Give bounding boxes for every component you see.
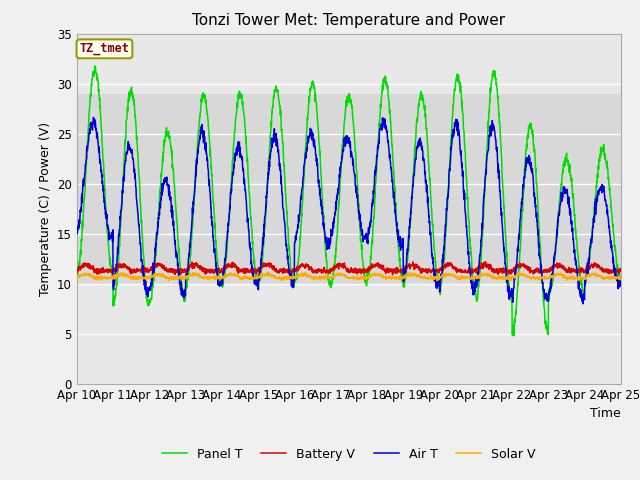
- Title: Tonzi Tower Met: Temperature and Power: Tonzi Tower Met: Temperature and Power: [192, 13, 506, 28]
- Panel T: [570, 193, 577, 199]
- Panel T: [73, 272, 81, 277]
- Panel T: [507, 294, 515, 300]
- Air T: [569, 234, 577, 240]
- Y-axis label: Temperature (C) / Power (V): Temperature (C) / Power (V): [38, 122, 51, 296]
- Solar V: [278, 278, 285, 284]
- Battery V: [570, 266, 577, 272]
- Air T: [507, 293, 515, 299]
- Solar V: [264, 269, 271, 275]
- Panel T: [376, 102, 384, 108]
- Battery V: [225, 263, 232, 268]
- Battery V: [388, 272, 396, 277]
- Air T: [376, 126, 384, 132]
- Air T: [90, 115, 97, 120]
- Air T: [617, 283, 625, 288]
- Battery V: [482, 259, 490, 264]
- Panel T: [617, 274, 625, 280]
- Panel T: [510, 333, 518, 339]
- Line: Solar V: Solar V: [77, 272, 621, 281]
- Air T: [225, 218, 232, 224]
- Air T: [365, 225, 372, 230]
- Solar V: [225, 272, 232, 277]
- Battery V: [376, 263, 384, 268]
- Solar V: [584, 273, 592, 279]
- Battery V: [584, 265, 592, 271]
- Air T: [579, 301, 587, 307]
- Line: Battery V: Battery V: [77, 262, 621, 275]
- Air T: [73, 230, 81, 236]
- Battery V: [617, 268, 625, 274]
- Legend: Panel T, Battery V, Air T, Solar V: Panel T, Battery V, Air T, Solar V: [157, 443, 541, 466]
- Solar V: [570, 275, 577, 280]
- Solar V: [617, 274, 625, 280]
- Solar V: [377, 273, 385, 278]
- Air T: [584, 265, 592, 271]
- Panel T: [91, 63, 99, 69]
- Solar V: [508, 276, 515, 282]
- Bar: [77, 94, 621, 284]
- X-axis label: Time: Time: [590, 408, 621, 420]
- Battery V: [508, 267, 515, 273]
- Panel T: [584, 266, 592, 272]
- Line: Air T: Air T: [77, 118, 621, 304]
- Battery V: [365, 265, 372, 271]
- Panel T: [365, 271, 372, 277]
- Battery V: [73, 269, 81, 275]
- Solar V: [73, 276, 81, 282]
- Line: Panel T: Panel T: [77, 66, 621, 336]
- Solar V: [365, 274, 372, 279]
- Panel T: [225, 218, 232, 224]
- Text: TZ_tmet: TZ_tmet: [79, 42, 129, 55]
